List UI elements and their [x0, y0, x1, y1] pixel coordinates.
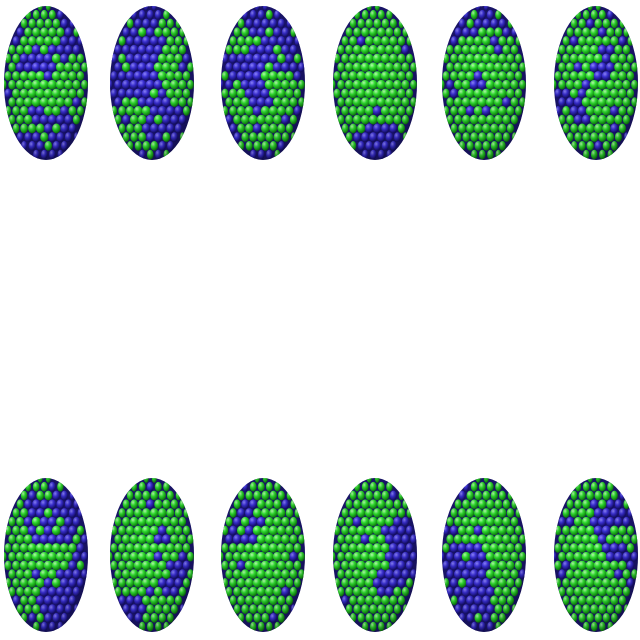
particle-ellipsoid	[4, 478, 88, 632]
particle-ellipsoid	[442, 478, 526, 632]
bottom-row	[4, 478, 638, 632]
particle-ellipsoid	[333, 6, 417, 160]
particle-ellipsoid	[221, 6, 305, 160]
particle-ellipsoid	[4, 6, 88, 160]
particle-ellipsoid	[110, 478, 194, 632]
particle-ellipsoid	[221, 478, 305, 632]
particle-ellipsoid	[333, 478, 417, 632]
particle-ellipsoid	[554, 6, 638, 160]
particle-ellipsoid	[442, 6, 526, 160]
top-row	[4, 6, 638, 160]
particle-ellipsoid	[110, 6, 194, 160]
particle-ellipsoid	[554, 478, 638, 632]
